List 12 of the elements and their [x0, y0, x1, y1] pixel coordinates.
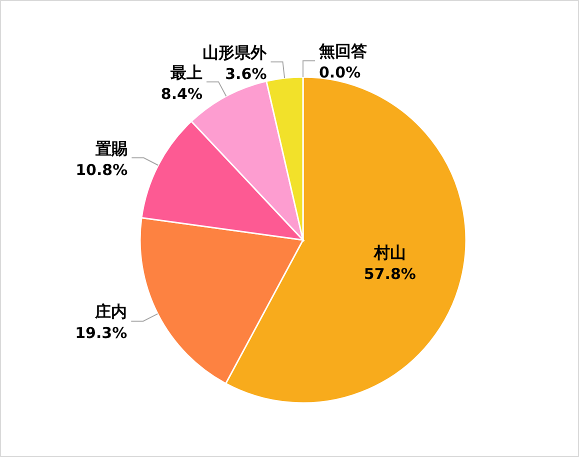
slice-label: 庄内 [94, 302, 128, 322]
slice-label: 山形県外 [202, 42, 268, 62]
data-label: 57.8% [364, 264, 416, 283]
slice-label: 村山 [372, 242, 406, 262]
text: 0.0% [319, 64, 361, 82]
data-label: 8.4% [160, 84, 203, 103]
data-label: 3.6% [225, 64, 267, 83]
slice-label: 最上 [170, 62, 203, 82]
slice-label: 置賜 [94, 138, 128, 158]
category-label: 無回答 [319, 42, 367, 61]
data-label: 10.8% [76, 160, 128, 179]
data-label: 19.3% [75, 324, 128, 342]
